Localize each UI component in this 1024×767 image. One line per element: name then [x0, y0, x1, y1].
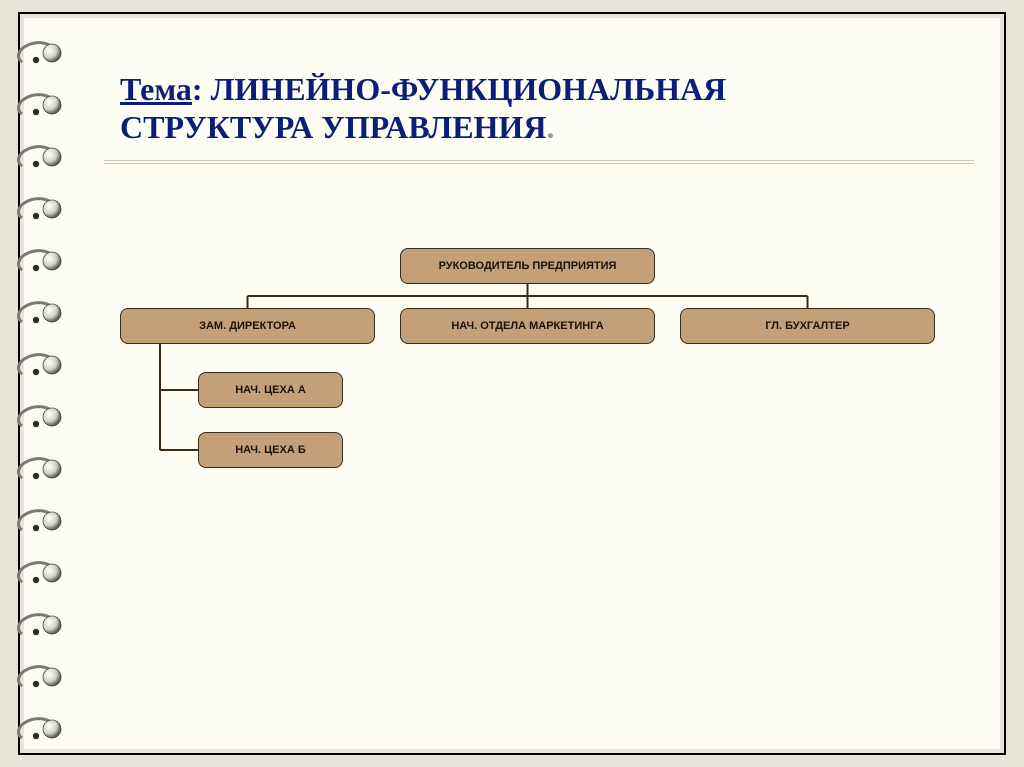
spiral-ring [6, 350, 62, 380]
title-period: . [546, 109, 554, 145]
spiral-ring [6, 454, 62, 484]
title-rule-2 [104, 163, 974, 164]
spiral-ring [6, 142, 62, 172]
spiral-ring [6, 38, 62, 68]
node-dep3-label: ГЛ. БУХГАЛТЕР [765, 320, 849, 332]
title-rule-1 [104, 160, 974, 161]
node-deputy-director: ЗАМ. ДИРЕКТОРА [120, 308, 375, 344]
node-root: РУКОВОДИТЕЛЬ ПРЕДПРИЯТИЯ [400, 248, 655, 284]
node-chief-accountant: ГЛ. БУХГАЛТЕР [680, 308, 935, 344]
node-shop-a-head: НАЧ. ЦЕХА А [198, 372, 343, 408]
title-line2: СТРУКТУРА УПРАВЛЕНИЯ [120, 109, 546, 145]
spiral-ring [6, 506, 62, 536]
node-marketing-head: НАЧ. ОТДЕЛА МАРКЕТИНГА [400, 308, 655, 344]
spiral-ring [6, 298, 62, 328]
spiral-ring [6, 194, 62, 224]
node-dep2-label: НАЧ. ОТДЕЛА МАРКЕТИНГА [451, 320, 603, 332]
node-dep1-label: ЗАМ. ДИРЕКТОРА [199, 320, 296, 332]
spiral-ring [6, 558, 62, 588]
node-shop-b-head: НАЧ. ЦЕХА Б [198, 432, 343, 468]
org-chart: РУКОВОДИТЕЛЬ ПРЕДПРИЯТИЯ ЗАМ. ДИРЕКТОРА … [120, 248, 950, 548]
spiral-ring [6, 402, 62, 432]
spiral-ring [6, 90, 62, 120]
node-shopA-label: НАЧ. ЦЕХА А [235, 384, 306, 396]
spiral-ring [6, 714, 62, 744]
title-line1-rest: : ЛИНЕЙНО-ФУНКЦИОНАЛЬНАЯ [192, 71, 726, 107]
node-shopB-label: НАЧ. ЦЕХА Б [235, 444, 306, 456]
title-block: Тема: ЛИНЕЙНО-ФУНКЦИОНАЛЬНАЯ СТРУКТУРА У… [120, 70, 950, 147]
spiral-ring [6, 610, 62, 640]
title-label: Тема [120, 71, 192, 107]
spiral-ring [6, 246, 62, 276]
node-root-label: РУКОВОДИТЕЛЬ ПРЕДПРИЯТИЯ [439, 260, 617, 272]
spiral-ring [6, 662, 62, 692]
spiral-binding [6, 38, 62, 744]
